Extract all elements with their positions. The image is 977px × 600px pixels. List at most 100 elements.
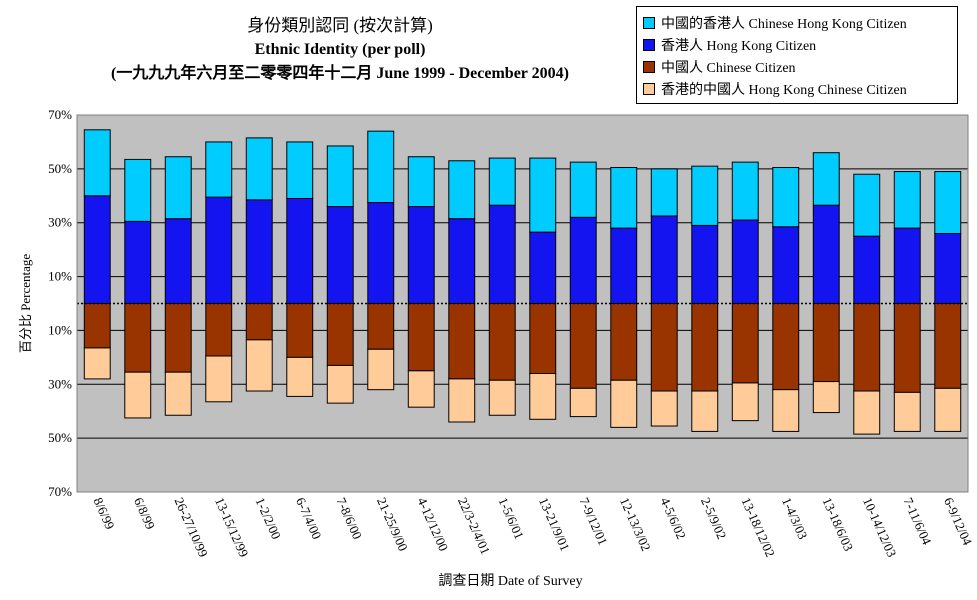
legend-label: 中國的香港人 Chinese Hong Kong Citizen	[661, 17, 907, 32]
bar-segment	[529, 303, 557, 375]
chart-title: 身份類別認同 (按次計算)	[247, 16, 433, 35]
bar-segment	[407, 303, 435, 372]
x-tick-label: 6-9/12/04	[941, 495, 975, 548]
x-tick-label: 6/8/99	[131, 495, 158, 531]
y-tick-label: 30%	[48, 215, 72, 230]
y-tick-label: 10%	[48, 269, 72, 284]
bar-segment	[731, 303, 759, 384]
bar-segment	[448, 218, 476, 304]
bar-segment	[124, 303, 152, 373]
bar-segment	[448, 303, 476, 380]
bar-segment	[893, 391, 921, 432]
bar-segment	[610, 167, 638, 229]
bar-segment	[731, 161, 759, 221]
bar-segment	[691, 224, 719, 305]
bar-segment	[893, 171, 921, 229]
x-tick-label: 13-18/12/02	[739, 495, 779, 559]
chart-subtitle-dates: (一九九九年六月至二零零四年十二月 June 1999 - December 2…	[111, 65, 569, 82]
bar-segment	[610, 227, 638, 305]
bar-segment	[934, 232, 962, 304]
bar-segment	[893, 227, 921, 305]
x-tick-label: 1-5/6/01	[496, 495, 528, 541]
bar-segment	[83, 195, 111, 305]
chart-title-block: 身份類別認同 (按次計算) Ethnic Identity (per poll)…	[60, 14, 620, 86]
bar-segment	[529, 231, 557, 304]
legend-item: 香港的中國人 Hong Kong Chinese Citizen	[643, 78, 951, 100]
bar-segment	[245, 137, 273, 201]
bar-segment	[772, 226, 800, 304]
y-axis-label: 百分比 Percentage	[18, 254, 33, 354]
bar-segment	[812, 381, 840, 414]
bar-segment	[367, 130, 395, 204]
x-tick-label: 10-14/12/03	[860, 495, 900, 559]
bar-segment	[772, 303, 800, 391]
bar-segment	[326, 145, 354, 208]
x-tick-label: 7-9/12/01	[577, 495, 611, 547]
bar-segment	[610, 303, 638, 381]
bar-segment	[245, 339, 273, 392]
bar-segment	[407, 156, 435, 208]
legend-label: 香港的中國人 Hong Kong Chinese Citizen	[661, 83, 907, 98]
x-tick-label: 7-11/6/04	[901, 495, 935, 547]
legend-swatch	[643, 39, 655, 51]
bar-segment	[367, 202, 395, 304]
bar-segment	[610, 379, 638, 428]
bar-segment	[853, 235, 881, 304]
bar-segment	[83, 303, 111, 349]
y-tick-label: 50%	[48, 430, 72, 445]
bar-segment	[448, 378, 476, 423]
bar-segment	[650, 168, 678, 217]
bar-segment	[286, 197, 314, 305]
legend-label: 中國人 Chinese Citizen	[661, 61, 796, 76]
y-tick-label: 10%	[48, 322, 72, 337]
bar-segment	[205, 196, 233, 304]
bar-segment	[569, 161, 597, 218]
bar-segment	[367, 303, 395, 350]
bar-segment	[326, 206, 354, 304]
bar-segment	[691, 165, 719, 226]
bar-segment	[205, 303, 233, 357]
bar-segment	[569, 216, 597, 304]
bar-segment	[569, 303, 597, 389]
bar-segment	[812, 303, 840, 383]
y-tick-label: 70%	[48, 107, 72, 122]
bar-segment	[853, 390, 881, 435]
bar-segment	[205, 141, 233, 198]
y-tick-label: 50%	[48, 161, 72, 176]
bar-segment	[650, 303, 678, 392]
bar-segment	[812, 152, 840, 206]
x-tick-label: 13-21/9/01	[536, 495, 573, 553]
legend-item: 香港人 Hong Kong Citizen	[643, 34, 951, 56]
bar-segment	[164, 218, 192, 304]
x-tick-label: 13-15/12/99	[212, 495, 252, 559]
bar-segment	[124, 371, 152, 419]
bar-segment	[286, 141, 314, 199]
bar-segment	[731, 382, 759, 422]
bar-segment	[164, 371, 192, 416]
x-tick-label: 12-13/3/02	[617, 495, 654, 553]
bar-segment	[853, 303, 881, 392]
y-tick-label: 30%	[48, 376, 72, 391]
bar-segment	[650, 215, 678, 305]
bar-segment	[529, 157, 557, 233]
x-tick-label: 4-5/6/02	[658, 495, 690, 541]
x-tick-label: 21-25/9/00	[374, 495, 411, 553]
bar-segment	[488, 379, 516, 416]
bar-segment	[124, 158, 152, 222]
x-tick-label: 13-18/6/03	[820, 495, 857, 553]
x-tick-label: 7-8/6/00	[334, 495, 366, 541]
legend-label: 香港人 Hong Kong Citizen	[661, 39, 817, 54]
bar-segment	[893, 303, 921, 393]
bar-segment	[812, 204, 840, 304]
bar-segment	[83, 347, 111, 380]
bar-segment	[245, 303, 273, 341]
x-tick-label: 26-27/10/99	[172, 495, 212, 559]
y-tick-label: 70%	[48, 484, 72, 499]
legend-swatch	[643, 61, 655, 73]
bar-segment	[407, 206, 435, 304]
bar-segment	[164, 303, 192, 373]
bar-segment	[772, 167, 800, 228]
bar-segment	[934, 171, 962, 234]
legend-item: 中國的香港人 Chinese Hong Kong Citizen	[643, 12, 951, 34]
